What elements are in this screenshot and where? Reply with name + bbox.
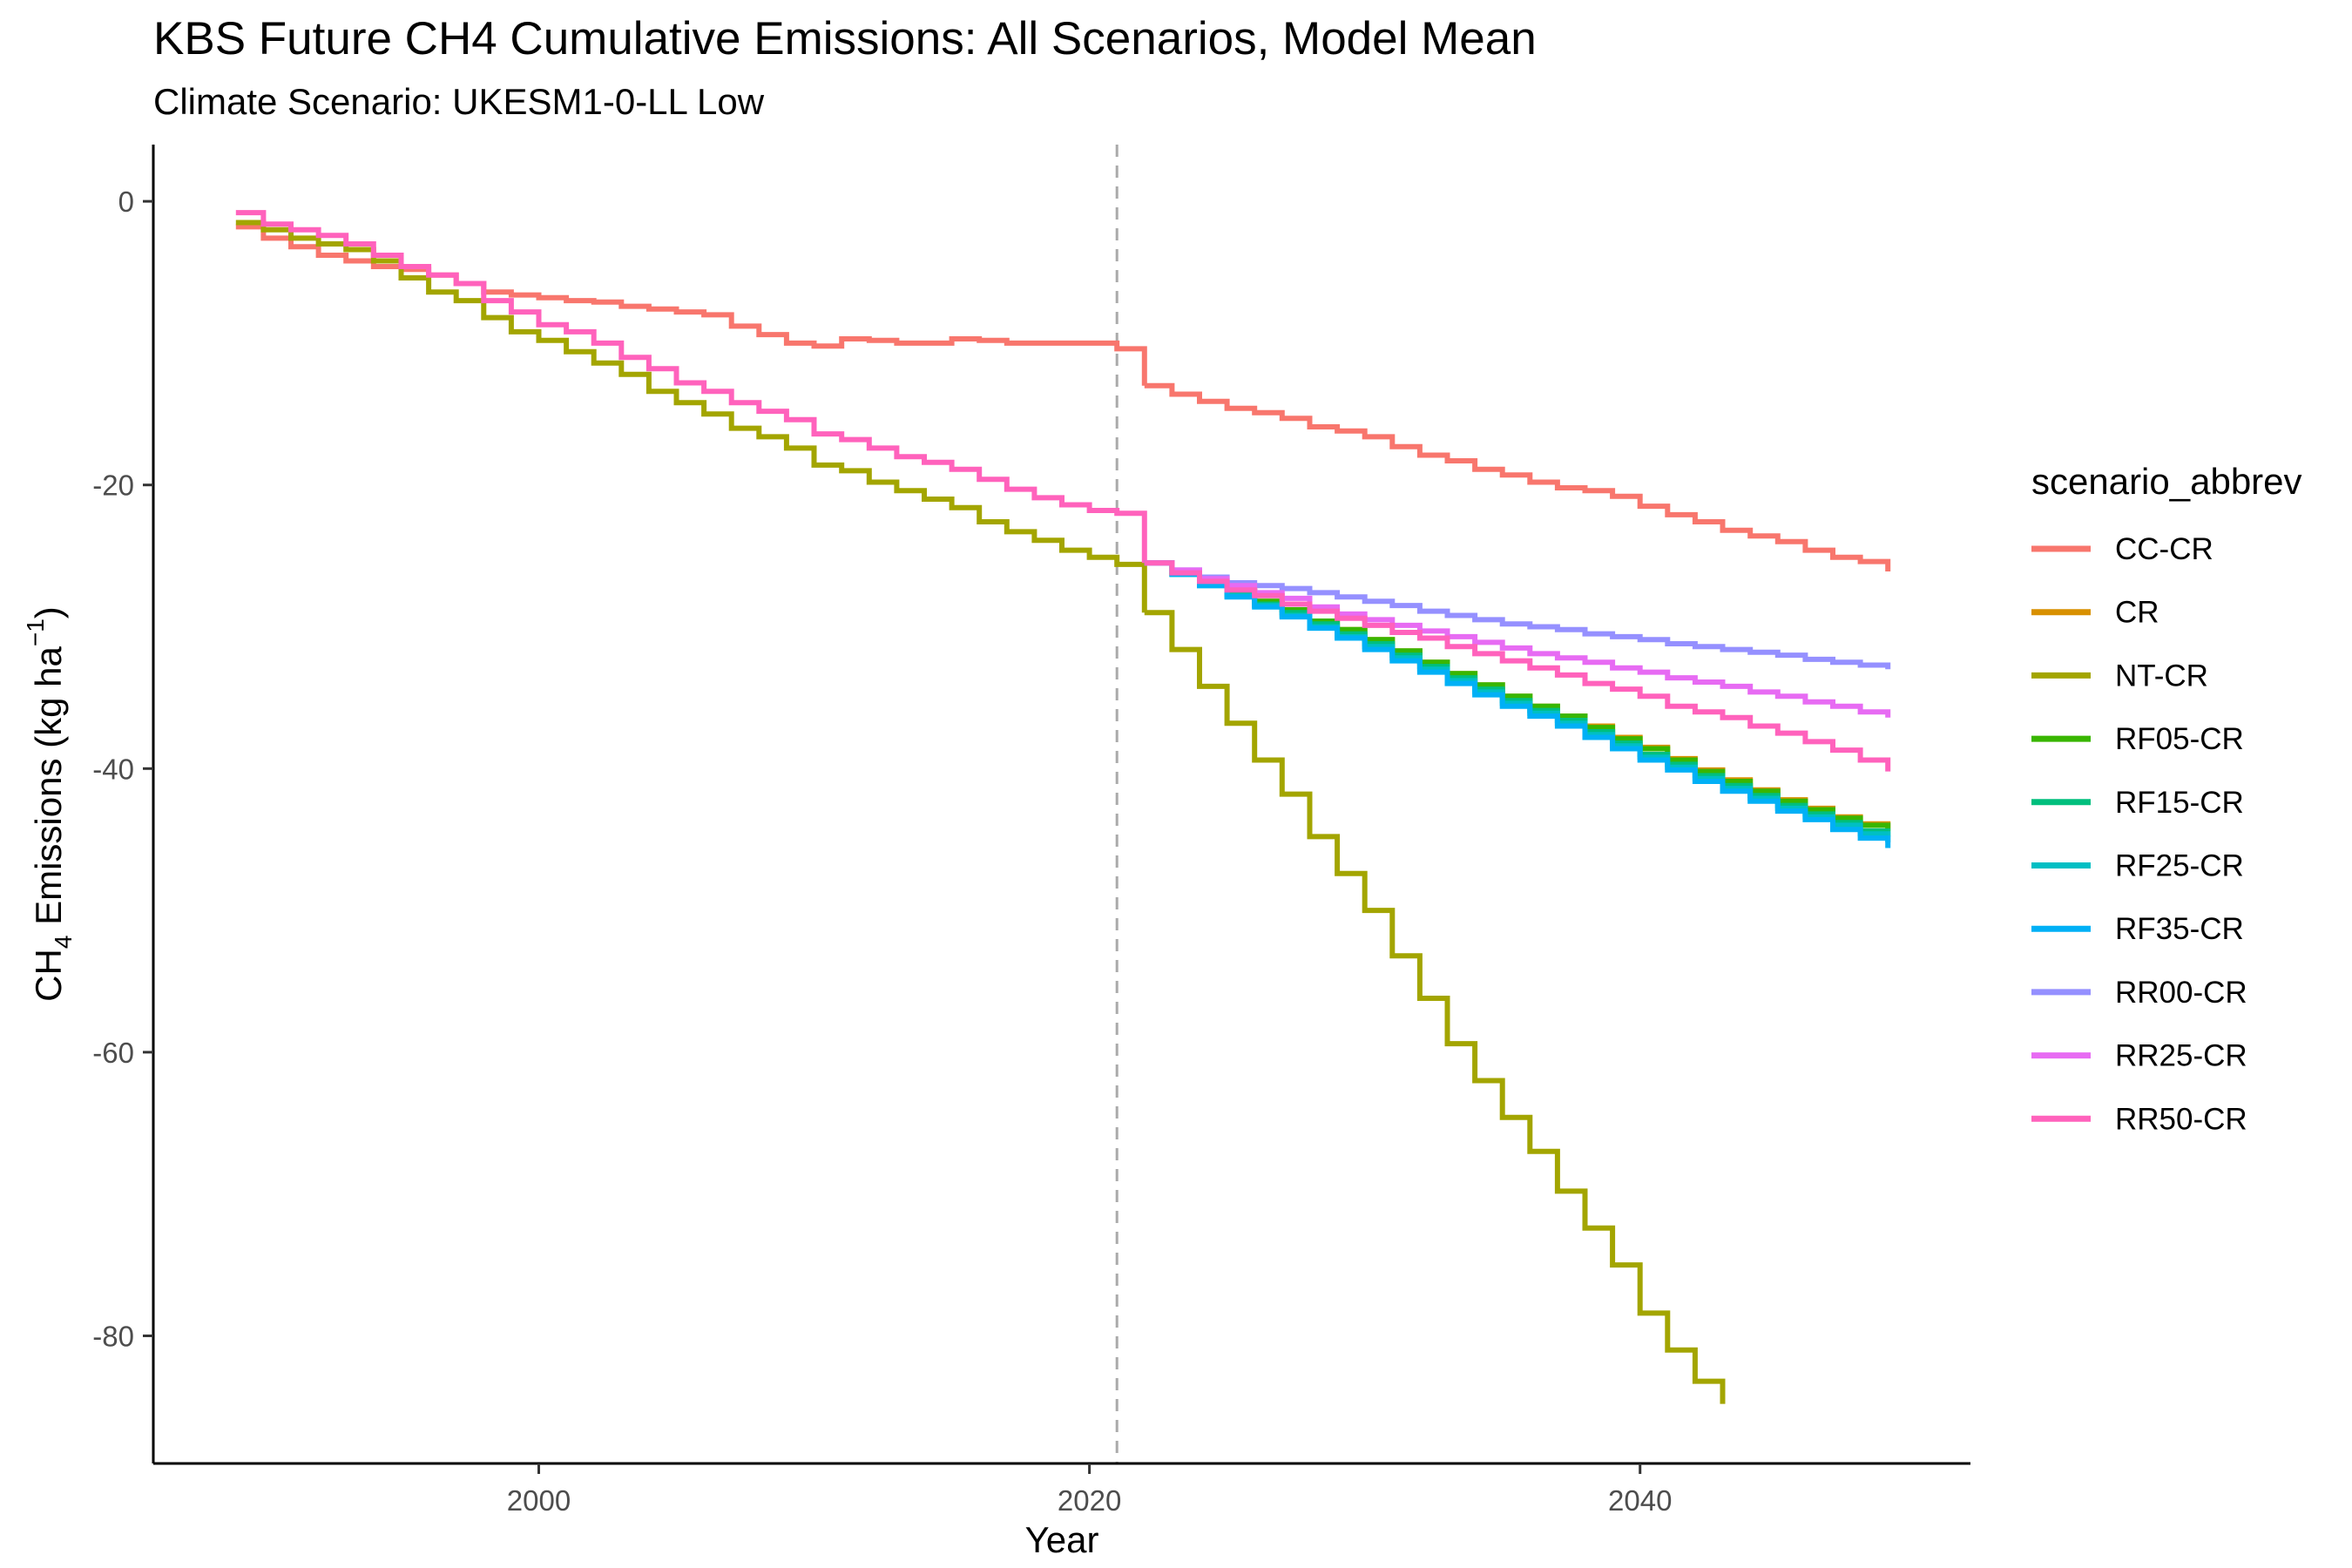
y-label-prefix: CH [28, 949, 69, 1002]
y-label-suffix: ) [28, 606, 69, 618]
y-tick-label: -80 [92, 1320, 134, 1352]
chart-subtitle: Climate Scenario: UKESM1-0-LL Low [153, 81, 765, 122]
legend-label-rr50-cr: RR50-CR [2115, 1102, 2247, 1136]
y-label-superscript: −1 [22, 618, 49, 646]
legend-label-rf15-cr: RF15-CR [2115, 786, 2244, 820]
legend-label-nt-cr: NT-CR [2115, 659, 2208, 693]
y-axis-ticks: 0 -20 -40 -60 -80 [92, 186, 153, 1352]
series-nt-cr-history [235, 220, 1147, 613]
series-cc-cr-history [235, 224, 1147, 386]
legend-items: CC-CR CR NT-CR RF05-CR RF15-CR RF25-CR RF35-CR… [2031, 532, 2247, 1136]
x-tick-label: 2020 [1058, 1484, 1121, 1517]
x-tick-label: 2040 [1608, 1484, 1672, 1517]
legend-title: scenario_abbrev [2031, 461, 2302, 502]
series-layer [235, 210, 1891, 1404]
y-tick-label: -60 [92, 1037, 134, 1069]
series-rr00-cr-future [1144, 560, 1891, 670]
chart-title: KBS Future CH4 Cumulative Emissions: All… [153, 13, 1537, 64]
series-rr50-cr-history [235, 210, 1147, 564]
x-axis-ticks: 2000 2020 2040 [507, 1463, 1672, 1517]
y-tick-label: -40 [92, 753, 134, 785]
series-rf35-cr-future [1144, 560, 1891, 848]
x-tick-label: 2000 [507, 1484, 571, 1517]
x-axis-label: Year [1025, 1519, 1099, 1560]
series-rr25-cr-future [1144, 560, 1891, 718]
y-tick-label: -20 [92, 470, 134, 502]
series-cc-cr-future [1144, 382, 1891, 571]
series-nt-cr-future [1144, 610, 1726, 1404]
legend-label-rr25-cr: RR25-CR [2115, 1039, 2247, 1073]
legend-label-rf05-cr: RF05-CR [2115, 722, 2244, 756]
series-rr50-cr-future [1144, 560, 1891, 772]
y-axis-label: CH4 Emissions (kg ha−1) [22, 606, 77, 1002]
plot-area [235, 145, 1891, 1463]
y-label-subscript: 4 [50, 936, 77, 950]
legend-label-rf35-cr: RF35-CR [2115, 912, 2244, 946]
y-tick-label: 0 [118, 186, 134, 218]
legend-label-cc-cr: CC-CR [2115, 532, 2213, 566]
legend-label-rf25-cr: RF25-CR [2115, 849, 2244, 883]
legend-label-rr00-cr: RR00-CR [2115, 976, 2247, 1010]
legend: scenario_abbrev CC-CR CR NT-CR RF05-CR RF15-… [2031, 461, 2302, 1136]
y-label-middle: Emissions (kg ha [28, 645, 69, 935]
legend-label-cr: CR [2115, 596, 2159, 630]
